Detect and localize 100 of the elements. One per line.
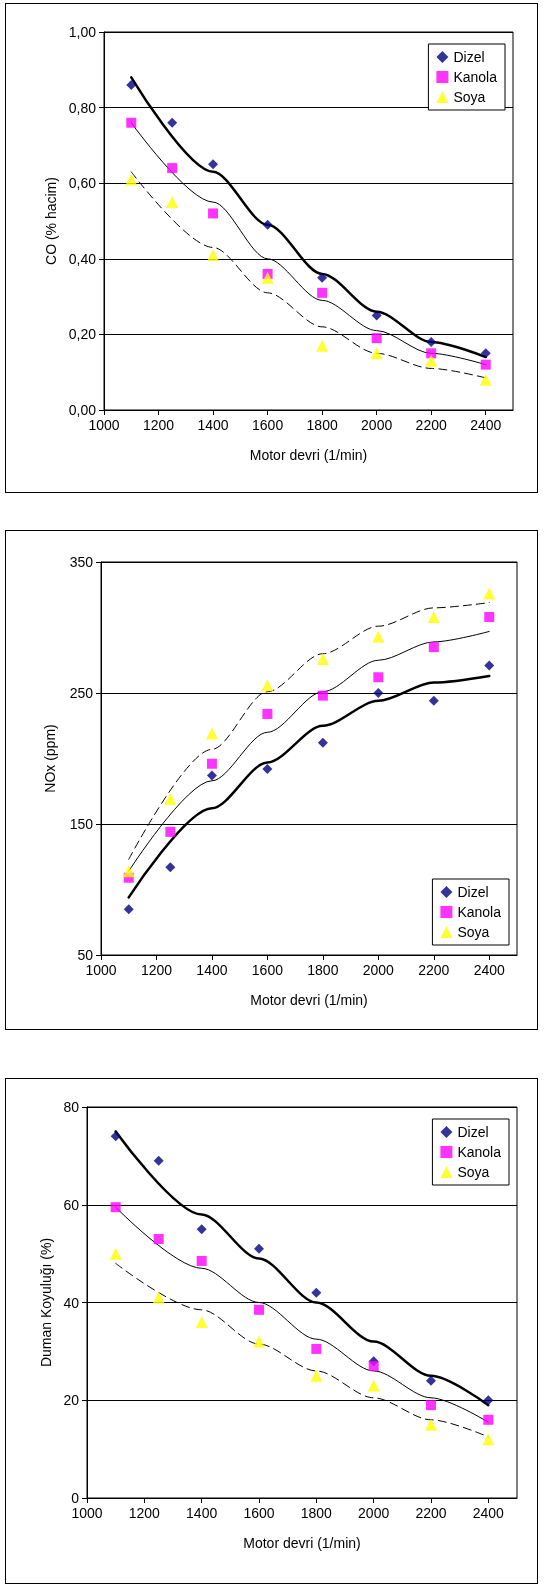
x-tick-label: 1000	[88, 417, 120, 433]
legend-label: Soya	[453, 89, 486, 105]
y-axis-title: NOx (ppm)	[42, 724, 58, 793]
x-tick-label: 2000	[358, 1505, 390, 1521]
point	[311, 1343, 322, 1354]
x-tick-label: 1200	[142, 417, 175, 433]
point	[480, 348, 491, 359]
point	[262, 708, 273, 719]
point	[426, 1375, 436, 1386]
x-tick-label: 2200	[418, 962, 450, 978]
y-tick-label: 50	[77, 947, 94, 963]
x-tick-label: 2200	[415, 417, 447, 433]
y-tick-label: 80	[63, 1099, 80, 1115]
x-tick-label: 1200	[128, 1505, 161, 1521]
point	[317, 690, 328, 701]
point	[261, 271, 274, 284]
point	[152, 1291, 165, 1304]
x-tick-label: 1000	[85, 962, 117, 978]
point	[125, 173, 138, 186]
point	[367, 1379, 380, 1392]
point	[428, 695, 439, 706]
legend-label: Kanola	[453, 69, 498, 85]
point	[373, 672, 384, 683]
y-tick-label: 0,60	[68, 175, 97, 192]
point	[205, 727, 218, 740]
point	[479, 373, 492, 386]
point	[484, 612, 495, 623]
point	[110, 1131, 121, 1142]
legend-label: Dizel	[457, 1124, 489, 1140]
legend-label: Kanola	[457, 904, 502, 920]
legend-label: Dizel	[453, 49, 485, 65]
point	[426, 348, 437, 359]
x-tick-label: 2000	[362, 962, 395, 978]
x-axis-title: Motor devri (1/min)	[243, 1535, 361, 1551]
x-tick-label: 1800	[307, 962, 339, 978]
legend-label: Soya	[457, 924, 490, 940]
legend-label: Dizel	[457, 884, 489, 900]
x-axis-title: Motor devri (1/min)	[249, 447, 368, 463]
y-tick-label: 1,00	[68, 24, 97, 40]
point	[316, 339, 329, 352]
point	[196, 1255, 207, 1266]
y-tick-label: 40	[63, 1294, 80, 1311]
point	[317, 737, 328, 748]
point	[254, 1243, 264, 1254]
legend-label: Soya	[457, 1164, 490, 1180]
y-tick-label: 60	[63, 1196, 80, 1213]
point	[316, 652, 329, 665]
x-tick-label: 1600	[251, 962, 284, 978]
point	[368, 1361, 379, 1372]
x-tick-label: 1200	[140, 962, 173, 978]
x-tick-label: 1800	[306, 417, 338, 433]
point	[371, 310, 382, 321]
point	[208, 208, 219, 219]
point	[123, 904, 134, 915]
legend-label: Kanola	[457, 1144, 502, 1160]
point	[427, 611, 440, 624]
point	[109, 1247, 122, 1260]
y-tick-label: 0,40	[68, 250, 97, 267]
point	[206, 758, 217, 769]
y-axis-title: Duman Koyuluğı (%)	[37, 1237, 54, 1368]
point	[164, 793, 177, 806]
x-tick-label: 1000	[71, 1505, 103, 1521]
point	[110, 1202, 121, 1213]
point	[262, 763, 273, 774]
point	[373, 688, 384, 698]
point	[254, 1304, 264, 1315]
point	[317, 272, 328, 283]
y-tick-label: 150	[69, 816, 94, 832]
point	[425, 354, 438, 367]
y-tick-label: 0,20	[68, 326, 97, 343]
point	[262, 219, 273, 230]
y-tick-label: 0	[71, 1490, 80, 1506]
point	[426, 336, 437, 347]
x-tick-label: 2400	[473, 962, 506, 978]
point	[153, 1155, 164, 1166]
point	[253, 1335, 265, 1348]
x-tick-label: 2400	[472, 1505, 505, 1521]
x-tick-label: 2000	[361, 417, 393, 433]
point	[483, 587, 496, 600]
x-tick-label: 1400	[196, 962, 228, 978]
y-axis-title: CO (% hacim)	[42, 177, 59, 265]
point	[261, 679, 274, 692]
point	[317, 287, 328, 298]
x-tick-label: 1600	[252, 417, 284, 433]
x-tick-label: 2200	[415, 1505, 447, 1521]
point	[426, 1400, 436, 1411]
point	[166, 196, 179, 209]
point	[310, 1369, 323, 1382]
point	[167, 163, 178, 174]
x-axis-title: Motor devri (1/min)	[250, 992, 368, 1008]
point	[153, 1233, 164, 1244]
point	[480, 359, 491, 370]
x-tick-label: 1400	[186, 1505, 218, 1521]
point	[167, 117, 178, 128]
y-tick-label: 0,00	[68, 402, 97, 418]
point	[370, 347, 383, 360]
x-tick-label: 2400	[470, 417, 502, 433]
point	[196, 1224, 207, 1235]
x-tick-label: 1600	[243, 1505, 275, 1521]
point	[482, 1433, 495, 1446]
